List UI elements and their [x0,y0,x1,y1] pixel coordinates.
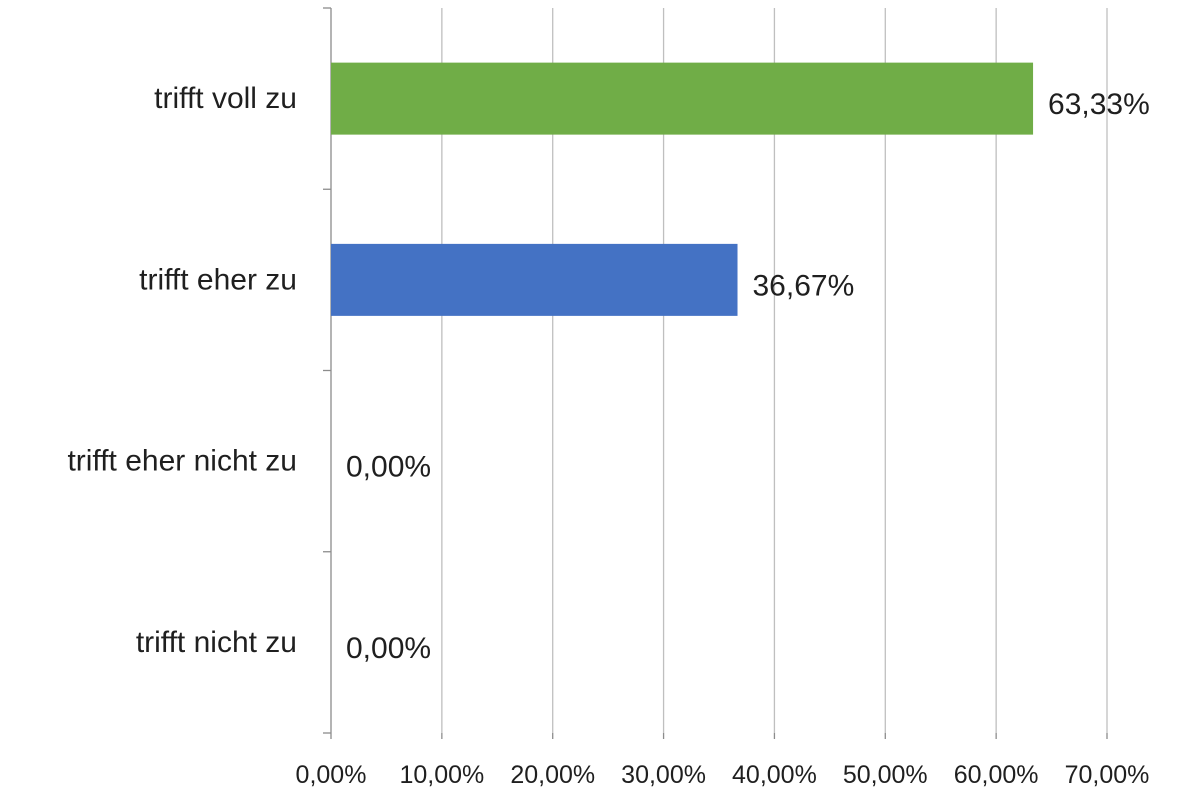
x-tick-label: 30,00% [621,761,706,787]
data-label: 0,00% [346,451,431,484]
x-tick-label: 20,00% [510,761,595,787]
x-tick-label: 60,00% [954,761,1039,787]
category-label: trifft voll zu [154,82,297,115]
labels: 0,00% 10,00% 20,00% 30,00% 40,00% 50,00% 60,00… [67,82,1149,787]
bar [331,62,1034,135]
x-tick-label: 70,00% [1065,761,1150,787]
data-label: 0,00% [346,632,431,665]
category-label: trifft eher zu [139,263,297,296]
x-tick-label: 10,00% [399,761,484,787]
data-label: 36,67% [753,269,855,302]
bar [331,243,738,316]
x-tick-label: 50,00% [843,761,928,787]
category-label: trifft eher nicht zu [67,445,297,478]
bars [331,62,1034,316]
data-label: 63,33% [1048,88,1150,121]
x-tick-label: 0,00% [296,761,367,787]
category-label: trifft nicht zu [136,626,297,659]
x-tick-label: 40,00% [732,761,817,787]
